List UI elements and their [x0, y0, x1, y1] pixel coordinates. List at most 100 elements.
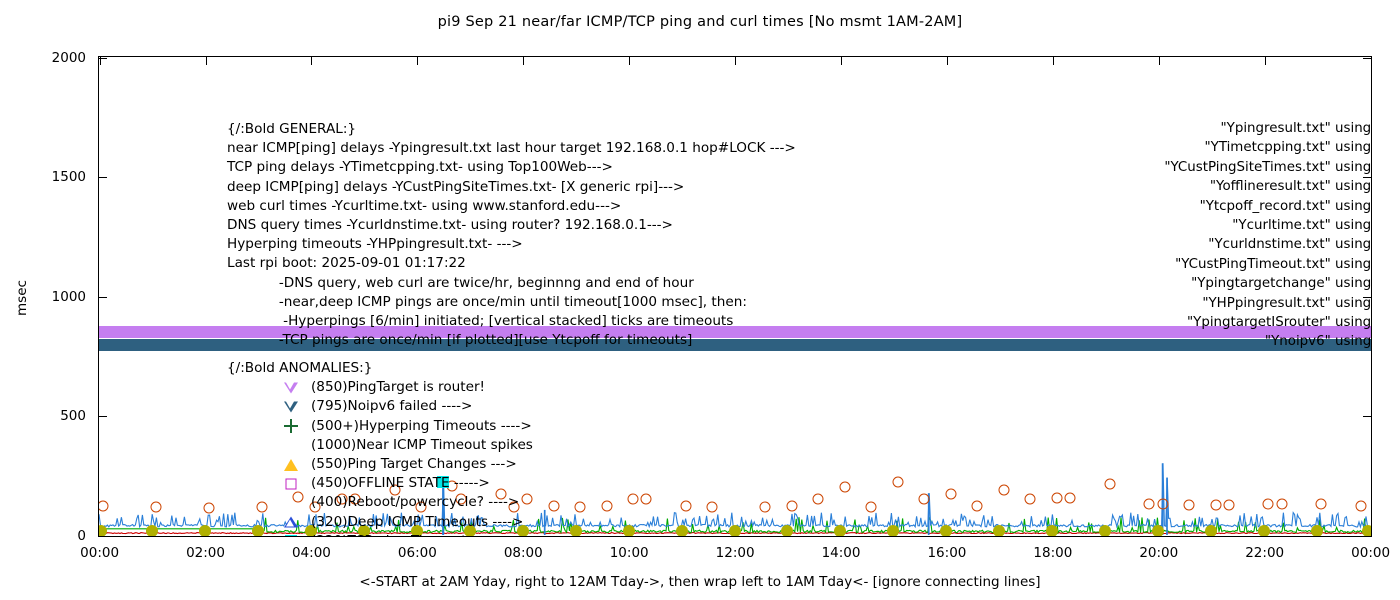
tcp-timeout-point [437, 476, 450, 489]
anomaly-label: (550)Ping Target Changes ---> [311, 455, 517, 472]
dnstime-point [728, 525, 741, 536]
legend-label: "YTimetcpping.txt" using 1:2 [1204, 140, 1371, 156]
x-tick-label: 12:00 [715, 545, 755, 561]
anomaly-row: (550)Ping Target Changes ---> [227, 455, 533, 474]
curltime-point [1051, 492, 1063, 504]
legend-label: "Ytcpoff_record.txt" using 1:2 [1199, 198, 1371, 214]
sq-fill-icon [285, 535, 297, 536]
y-tick-label: 0 [77, 527, 86, 544]
dnstime-point [198, 525, 211, 536]
dnstime-point [251, 525, 264, 536]
tri-dn-lilac-icon [284, 382, 298, 394]
curltime-point [865, 501, 877, 513]
legend-label: "Ypingtargetchange" using 1:2 [1191, 276, 1371, 292]
anomaly-label: (1000)Near ICMP Timeout spikes [311, 436, 533, 453]
legend-row[interactable]: "Ynoipv6" using 1:2 [1059, 332, 1371, 351]
legend-label: "YpingtargetISrouter" using 1:2 [1187, 314, 1371, 330]
x-tick-mark [417, 56, 419, 65]
x-tick-label: 20:00 [1139, 545, 1179, 561]
y-tick-mark [1363, 416, 1372, 418]
band-pingtarget-is-router [99, 325, 1371, 338]
legend-label: "Ypingresult.txt" using 1:2 [1220, 121, 1371, 136]
legend-label: "YCustPingTimeout.txt" using 1:2 [1175, 256, 1371, 272]
x-tick-mark [1158, 56, 1160, 65]
dnstime-point [781, 525, 794, 536]
curltime-point [203, 502, 215, 514]
general-line: DNS query times -Ycurldnstime.txt- using… [227, 217, 673, 234]
curltime-point [759, 501, 771, 513]
legend-row[interactable]: "YpingtargetISrouter" using 1:2 [1059, 313, 1371, 332]
x-tick-mark [205, 56, 207, 65]
curltime-point [256, 501, 268, 513]
general-line: -near,deep ICMP pings are once/min until… [227, 293, 747, 310]
y-tick-mark [1363, 296, 1372, 298]
general-annotation: {/:Bold GENERAL:} near ICMP[ping] delays … [227, 120, 796, 350]
curltime-point [150, 501, 162, 513]
dnstime-point [887, 525, 900, 536]
general-line: deep ICMP[ping] delays -YCustPingSiteTim… [227, 178, 685, 195]
plus-icon [284, 419, 298, 434]
legend-row[interactable]: "YHPpingresult.txt" using 1:2 [1059, 294, 1371, 313]
anomaly-label: (850)PingTarget is router! [311, 379, 485, 396]
legend-row[interactable]: "Ypingresult.txt" using 1:2 [1059, 119, 1371, 138]
curltime-point [99, 500, 109, 512]
legend-label: "Ynoipv6" using 1:2 [1264, 334, 1371, 350]
x-tick-mark [946, 56, 948, 65]
curltime-point [389, 484, 401, 496]
dnstime-point [1046, 525, 1059, 536]
curltime-point [945, 488, 957, 500]
tcp-timeout-stem [442, 482, 445, 535]
general-line: -Hyperpings [6/min] initiated; [vertical… [227, 313, 734, 330]
curltime-point [1315, 498, 1327, 510]
x-tick-mark [1264, 56, 1266, 65]
dnstime-point [304, 525, 317, 536]
curltime-point [971, 500, 983, 512]
x-tick-label: 06:00 [397, 545, 437, 561]
general-line: Last rpi boot: 2025-09-01 01:17:22 [227, 255, 466, 272]
legend-row[interactable]: "Yofflineresult.txt" using 1:2 [1059, 177, 1371, 196]
legend-row[interactable]: "Ypingtargetchange" using 1:2 [1059, 274, 1371, 293]
curltime-point [1183, 499, 1195, 511]
legend-row[interactable]: "YTimetcpping.txt" using 1:2 [1059, 138, 1371, 157]
x-tick-mark [523, 56, 525, 65]
y-tick-mark [1363, 177, 1372, 179]
general-line: near ICMP[ping] delays -Ypingresult.txt … [227, 140, 796, 157]
curltime-point [640, 493, 652, 505]
curltime-point [521, 493, 533, 505]
x-tick-label: 22:00 [1245, 545, 1285, 561]
legend-row[interactable]: "YCustPingTimeout.txt" using 1:2 [1059, 255, 1371, 274]
legend-row[interactable]: "YCustPingSiteTimes.txt" using 1:2 [1059, 158, 1371, 177]
general-line: TCP ping delays -YTimetcpping.txt- using… [227, 159, 613, 176]
curltime-point [336, 493, 348, 505]
anomaly-label: (400)Reboot/powercycle? ----> [311, 494, 520, 511]
curltime-point [627, 493, 639, 505]
band-tip [190, 325, 215, 338]
general-line: -TCP pings are once/min [if plotted][use… [227, 332, 693, 349]
y-tick-label: 1500 [51, 169, 86, 186]
curltime-point [508, 501, 520, 513]
x-tick-mark [1052, 56, 1054, 65]
dnstime-point [834, 525, 847, 536]
anomaly-row: (1000)Near ICMP Timeout spikes [227, 436, 533, 455]
curltime-point [601, 500, 613, 512]
legend-row[interactable]: "Ycurltime.txt" using 1:2 [1059, 216, 1371, 235]
legend-row[interactable]: "Ycurldnstime.txt" using 1:2 [1059, 235, 1371, 254]
curltime-point [1262, 498, 1274, 510]
dnstime-point [1205, 525, 1218, 536]
curltime-point [574, 501, 586, 513]
curltime-point [918, 493, 930, 505]
x-tick-label: 14:00 [821, 545, 861, 561]
dnstime-point [1152, 525, 1165, 536]
curltime-point [415, 501, 427, 513]
general-line: -DNS query, web curl are twice/hr, begin… [227, 274, 694, 291]
anomaly-row: (450)OFFLINE STATE -----> [227, 474, 533, 493]
dnstime-point [516, 525, 529, 536]
band-tip [99, 338, 109, 351]
dnstime-point [1311, 525, 1324, 536]
curltime-point [680, 500, 692, 512]
legend-row[interactable]: "Ytcpoff_record.txt" using 1:2 [1059, 197, 1371, 216]
x-tick-mark [99, 56, 101, 65]
general-heading: {/:Bold GENERAL:} [227, 121, 357, 137]
anomaly-label: (450)OFFLINE STATE -----> [311, 475, 490, 492]
curltime-point [1157, 498, 1169, 510]
